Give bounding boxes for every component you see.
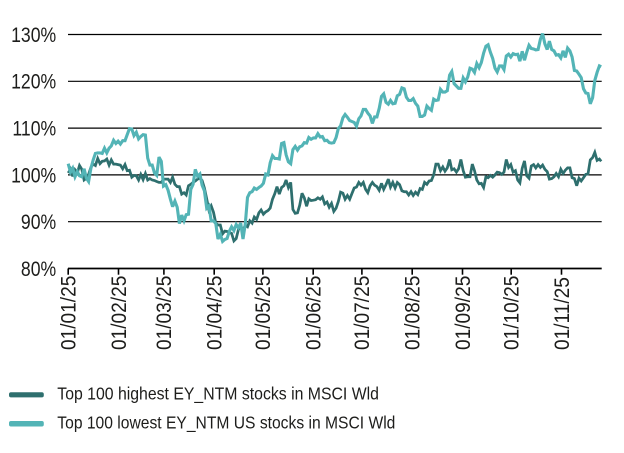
svg-text:01/07/25: 01/07/25 — [351, 276, 374, 350]
svg-text:01/10/25: 01/10/25 — [501, 276, 524, 350]
svg-text:Top 100 highest EY_NTM stocks: Top 100 highest EY_NTM stocks in MSCI Wl… — [57, 384, 379, 404]
svg-text:120%: 120% — [11, 70, 56, 94]
svg-text:01/01/25: 01/01/25 — [58, 276, 81, 350]
svg-text:01/02/25: 01/02/25 — [108, 276, 131, 350]
svg-text:Top 100 lowest EY_NTM US stock: Top 100 lowest EY_NTM US stocks in MSCI … — [57, 413, 395, 433]
svg-text:01/08/25: 01/08/25 — [402, 276, 425, 350]
svg-text:01/11/25: 01/11/25 — [551, 277, 574, 350]
svg-text:01/04/25: 01/04/25 — [204, 276, 227, 350]
svg-text:130%: 130% — [11, 23, 56, 47]
svg-text:01/06/25: 01/06/25 — [303, 276, 326, 350]
svg-text:01/09/25: 01/09/25 — [452, 276, 475, 350]
svg-text:90%: 90% — [21, 211, 56, 235]
svg-text:01/05/25: 01/05/25 — [252, 276, 275, 350]
svg-text:01/03/25: 01/03/25 — [153, 276, 176, 350]
svg-text:100%: 100% — [11, 164, 56, 188]
svg-text:80%: 80% — [21, 257, 56, 281]
svg-text:110%: 110% — [12, 117, 56, 141]
